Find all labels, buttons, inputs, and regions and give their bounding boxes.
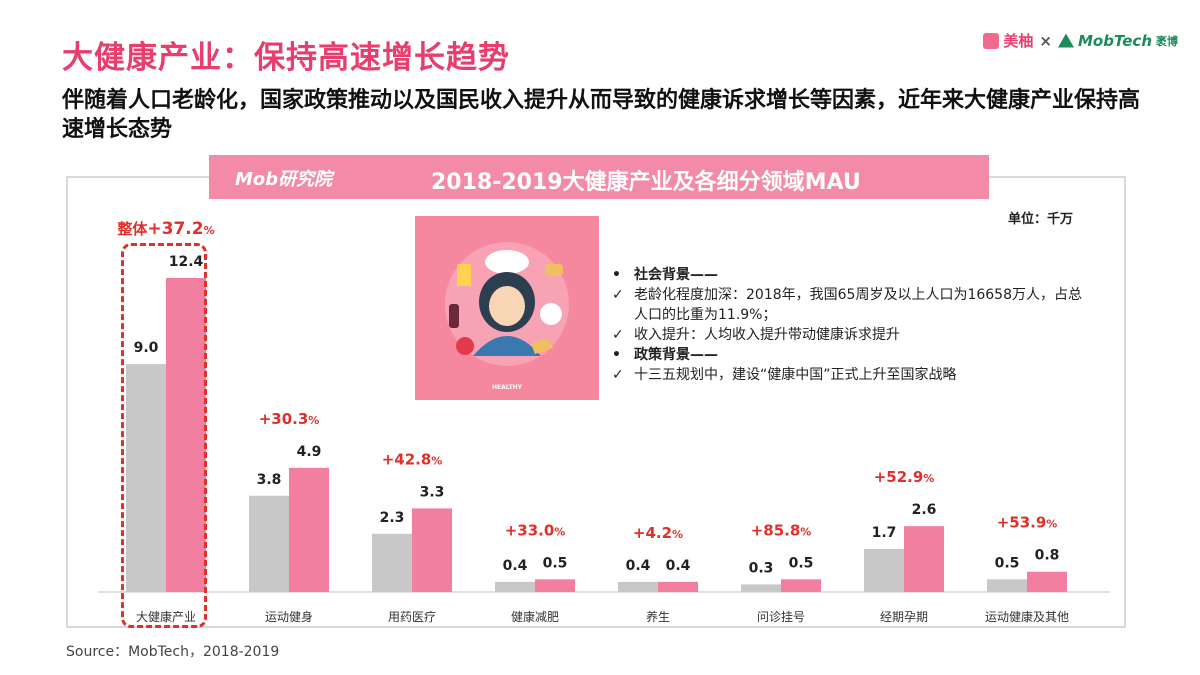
data-label-2019: 12.4 bbox=[169, 254, 204, 270]
data-label-2018: 0.4 bbox=[626, 558, 651, 574]
note-item: ✓ 收入提升：人均收入提升带动健康诉求提升 bbox=[612, 327, 900, 343]
data-label-2018: 2.3 bbox=[380, 510, 405, 526]
data-label-2019: 0.4 bbox=[666, 558, 691, 574]
person-face bbox=[489, 286, 525, 326]
bullet-icon: • bbox=[612, 347, 621, 363]
bar-2018 bbox=[249, 495, 289, 592]
data-label-2019: 0.5 bbox=[543, 555, 568, 571]
overall-highlight-box bbox=[121, 243, 207, 628]
bar-2019 bbox=[289, 467, 329, 592]
healthy-illustration: HEALTHY bbox=[415, 216, 599, 400]
category-label: 健康减肥 bbox=[511, 609, 559, 624]
growth-label: +42.8% bbox=[382, 450, 443, 468]
brand-logo: MobTech 袤博 bbox=[1057, 31, 1178, 50]
category-label: 大健康产业 bbox=[136, 609, 196, 624]
note-item: ✓ 十三五规划中，建设“健康中国”正式上升至国家战略 bbox=[612, 367, 957, 383]
bar-2019 bbox=[1027, 571, 1067, 592]
data-label-2018: 0.4 bbox=[503, 558, 528, 574]
category-label: 运动健康及其他 bbox=[985, 609, 1069, 624]
category-label: 运动健身 bbox=[265, 609, 313, 624]
bar-2018 bbox=[741, 584, 781, 592]
note-item: ✓ 老龄化程度加深：2018年，我国65周岁及以上人口为16658万人，占总人口的… bbox=[612, 287, 1082, 323]
page-title: 大健康产业：保持高速增长趋势 bbox=[62, 40, 510, 76]
illustration-caption: HEALTHY bbox=[491, 384, 523, 391]
bar-2019 bbox=[904, 526, 944, 592]
chef-hat-icon bbox=[485, 250, 529, 274]
unit-label: 单位：千万 bbox=[1008, 212, 1074, 227]
bar-2018 bbox=[372, 533, 412, 592]
bar-2018 bbox=[864, 548, 904, 592]
check-icon: ✓ bbox=[612, 327, 624, 343]
cheese-icon bbox=[531, 338, 553, 354]
growth-label: +53.9% bbox=[997, 514, 1058, 532]
note-item: • 政策背景—— bbox=[612, 347, 718, 363]
growth-label: +30.3% bbox=[259, 410, 320, 428]
data-label-2018: 9.0 bbox=[134, 340, 159, 356]
category-label: 养生 bbox=[646, 609, 670, 624]
data-label-2018: 1.7 bbox=[872, 525, 897, 541]
growth-label: +52.9% bbox=[874, 468, 935, 486]
chart-title: 2018-2019大健康产业及各细分领域MAU bbox=[431, 170, 861, 195]
bar-2019 bbox=[535, 579, 575, 592]
note-item: • 社会背景—— bbox=[612, 267, 718, 283]
brand-logo-text: MobTech bbox=[1077, 31, 1152, 50]
logo-separator: × bbox=[1039, 31, 1052, 50]
data-label-2018: 0.3 bbox=[749, 560, 774, 576]
check-icon: ✓ bbox=[612, 287, 624, 303]
logo-group: 美柚 × MobTech 袤博 bbox=[983, 30, 1178, 51]
healthy-illustration-art bbox=[445, 242, 569, 366]
growth-label: +4.2% bbox=[633, 524, 683, 542]
chart-banner: Mob研究院 2018-2019大健康产业及各细分领域MAU bbox=[209, 155, 989, 199]
partner-logo-text: 美柚 bbox=[1003, 32, 1034, 50]
bar-2018 bbox=[126, 364, 166, 592]
page-subtitle: 伴随着人口老龄化，国家政策推动以及国民收入提升从而导致的健康诉求增长等因素，近年… bbox=[62, 88, 1141, 142]
check-icon: ✓ bbox=[612, 367, 624, 383]
category-label: 问诊挂号 bbox=[757, 610, 805, 624]
background-notes: • 社会背景—— ✓ 老龄化程度加深：2018年，我国65周岁及以上人口为16658… bbox=[612, 265, 1082, 385]
mob-research-logo: Mob研究院 bbox=[235, 169, 333, 190]
bullet-icon: • bbox=[612, 267, 621, 283]
data-label-2018: 0.5 bbox=[995, 555, 1020, 571]
plate-heart-icon bbox=[540, 303, 562, 325]
partner-logo-icon bbox=[983, 32, 1000, 49]
data-label-2018: 3.8 bbox=[257, 472, 282, 488]
growth-label: 整体+37.2% bbox=[117, 219, 214, 239]
data-label-2019: 0.5 bbox=[789, 555, 814, 571]
person-body bbox=[473, 336, 541, 356]
bar-2019 bbox=[658, 581, 698, 592]
bar-2019 bbox=[412, 508, 452, 592]
growth-label: +85.8% bbox=[751, 521, 812, 539]
bar-2018 bbox=[987, 579, 1027, 592]
bottle-icon bbox=[449, 304, 459, 328]
category-label: 经期孕期 bbox=[880, 610, 928, 624]
data-label-2019: 3.3 bbox=[420, 484, 445, 500]
bar-2018 bbox=[618, 581, 658, 592]
bar-2018 bbox=[495, 581, 535, 592]
egg-pan-icon bbox=[545, 264, 563, 276]
partner-logo: 美柚 bbox=[983, 30, 1033, 51]
growth-label: +33.0% bbox=[505, 521, 566, 539]
bar-2019 bbox=[781, 579, 821, 592]
data-label-2019: 2.6 bbox=[912, 502, 937, 518]
juice-glass-icon bbox=[457, 264, 471, 286]
apple-icon bbox=[456, 337, 474, 355]
data-label-2019: 0.8 bbox=[1035, 548, 1060, 564]
bar-2019 bbox=[166, 278, 206, 592]
brand-logo-suffix: 袤博 bbox=[1156, 34, 1178, 48]
data-label-2019: 4.9 bbox=[297, 444, 322, 460]
category-label: 用药医疗 bbox=[388, 610, 436, 624]
source-note: Source：MobTech，2018-2019 bbox=[66, 644, 280, 660]
